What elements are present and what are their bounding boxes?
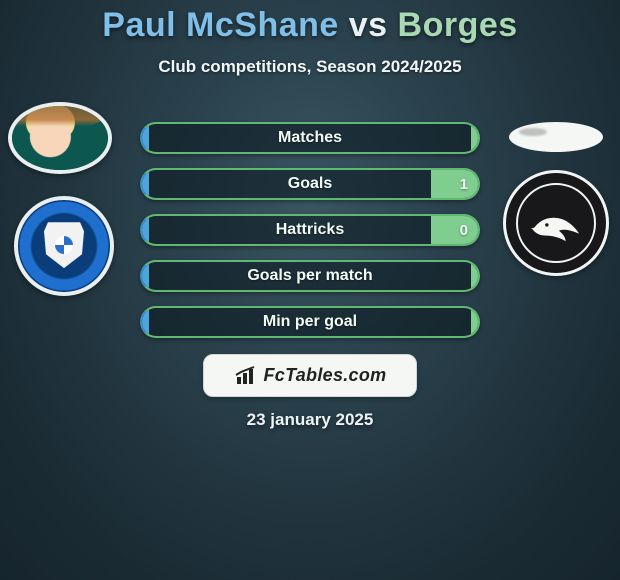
stat-pill: Goals1	[140, 168, 480, 200]
date-text: 23 january 2025	[0, 410, 620, 430]
player2-photo-placeholder	[509, 122, 603, 152]
right-column	[498, 122, 614, 276]
brand-box: FcTables.com	[203, 354, 417, 397]
player1-club-badge	[14, 196, 114, 296]
stat-label: Goals per match	[142, 262, 478, 290]
player2-club-badge	[503, 170, 609, 276]
stat-pill: Goals per match	[140, 260, 480, 292]
left-column	[6, 102, 122, 296]
stat-label: Goals	[142, 170, 478, 198]
brand-text: FcTables.com	[264, 365, 387, 386]
title-player1: Paul McShane	[102, 6, 339, 44]
player1-photo	[8, 102, 112, 174]
stat-value-right: 0	[450, 216, 478, 244]
stat-label: Matches	[142, 124, 478, 152]
stats-list: Matches Goals1 Hattricks0 Goals per match Mi…	[140, 122, 480, 352]
stat-pill: Min per goal	[140, 306, 480, 338]
stat-label: Hattricks	[142, 216, 478, 244]
stat-label: Min per goal	[142, 308, 478, 336]
stat-pill: Hattricks0	[140, 214, 480, 246]
chart-icon	[234, 366, 258, 386]
title-player2: Borges	[398, 6, 518, 44]
page-title: Paul McShane vs Borges	[0, 0, 620, 45]
stat-pill: Matches	[140, 122, 480, 154]
title-vs: vs	[349, 6, 388, 44]
stat-value-right: 1	[450, 170, 478, 198]
subtitle: Club competitions, Season 2024/2025	[0, 57, 620, 77]
